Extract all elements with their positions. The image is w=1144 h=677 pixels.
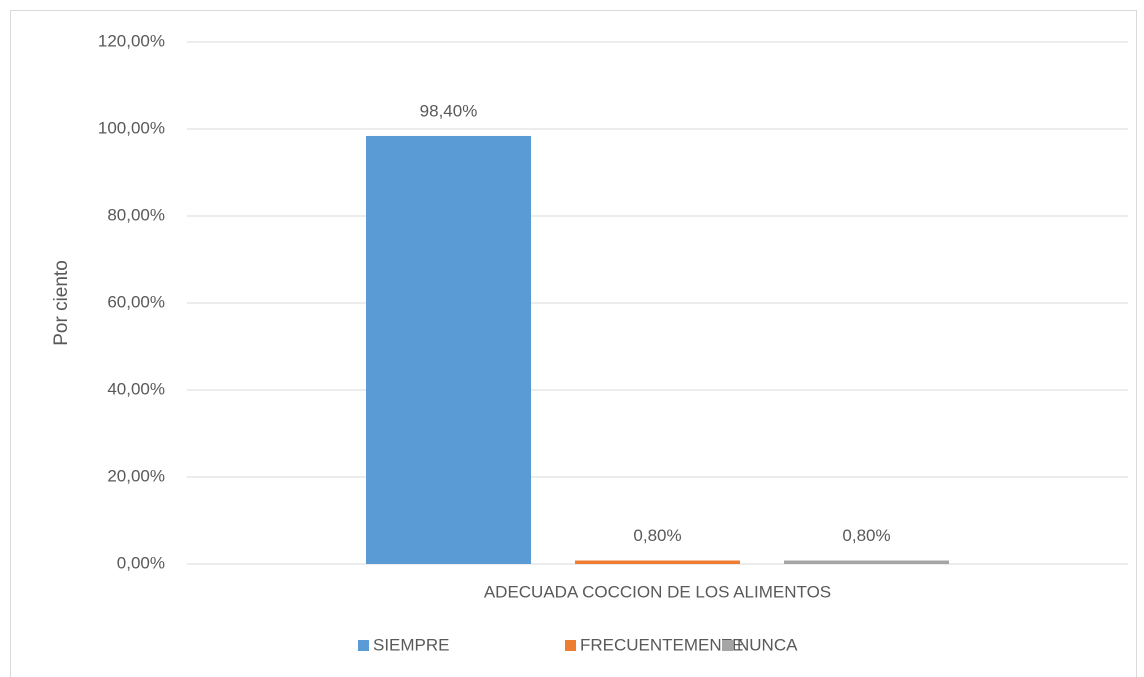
- x-tick-label: ADECUADA COCCION DE LOS ALIMENTOS: [484, 582, 831, 601]
- legend-label: SIEMPRE: [373, 635, 450, 654]
- y-tick-label: 40,00%: [107, 379, 165, 398]
- y-tick-label: 0,00%: [117, 553, 165, 572]
- bar: [575, 560, 740, 564]
- y-tick-label: 20,00%: [107, 466, 165, 485]
- legend-label: FRECUENTEMENTE: [580, 635, 743, 654]
- data-label: 0,80%: [633, 526, 681, 545]
- y-tick-label: 80,00%: [107, 205, 165, 224]
- data-label: 0,80%: [842, 526, 890, 545]
- bar: [784, 560, 949, 564]
- y-axis-label: Por ciento: [51, 260, 72, 346]
- legend-swatch: [358, 640, 369, 651]
- y-tick-label: 60,00%: [107, 292, 165, 311]
- legend-label: NUNCA: [737, 635, 798, 654]
- data-label: 98,40%: [420, 101, 478, 120]
- bar: [366, 135, 531, 564]
- y-tick-label: 100,00%: [98, 118, 165, 137]
- legend-swatch: [565, 640, 576, 651]
- legend-swatch: [722, 640, 733, 651]
- chart-border: [10, 10, 1137, 677]
- y-tick-label: 120,00%: [98, 31, 165, 50]
